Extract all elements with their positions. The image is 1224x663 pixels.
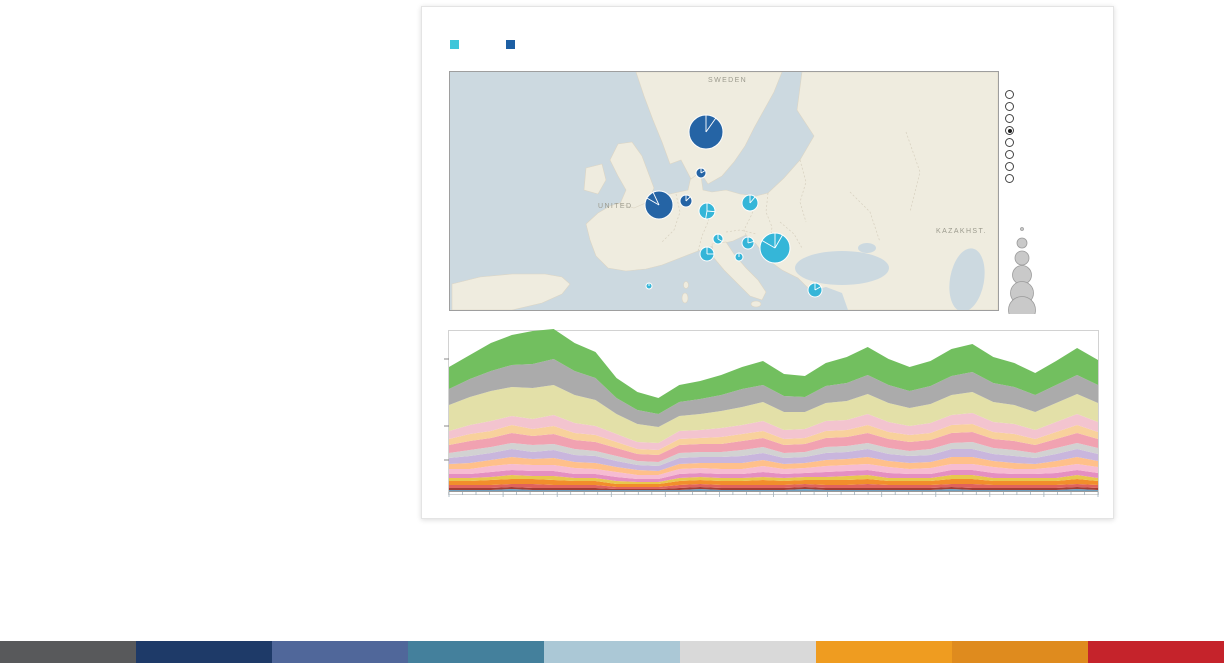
area-series-lavender	[449, 449, 1098, 471]
dashboard-card: SWEDEN UNITED KAZAKHST.	[421, 6, 1114, 519]
black-sea	[795, 251, 889, 285]
area-series-blush	[449, 413, 1098, 450]
palette-segment	[136, 641, 272, 663]
land-corsica	[683, 281, 689, 289]
land-britain	[609, 141, 655, 209]
radio-option-3[interactable]	[1005, 126, 1014, 135]
map-bubble-denmark[interactable]	[695, 167, 707, 179]
area-series-silver	[449, 442, 1098, 466]
map-bubble-romania[interactable]	[759, 232, 791, 264]
map-bubble-benelux[interactable]	[644, 190, 674, 220]
palette-segment	[1088, 641, 1224, 663]
land-sardinia	[681, 292, 689, 304]
size-legend	[998, 225, 1048, 314]
map-bubble-germany[interactable]	[698, 202, 716, 220]
size-legend-circle	[1016, 237, 1028, 249]
size-legend-circle	[1014, 250, 1030, 266]
area-series-orange	[449, 479, 1098, 487]
filter-radio-group	[1005, 90, 1014, 183]
map-labels: SWEDEN UNITED KAZAKHST.	[598, 77, 987, 235]
size-legend-circle	[1020, 227, 1024, 231]
map-seas	[782, 243, 985, 310]
legend-swatch-dark[interactable]	[506, 40, 515, 49]
size-legend-circle	[1008, 296, 1036, 314]
europe-bubble-map[interactable]: SWEDEN UNITED KAZAKHST.	[449, 71, 999, 311]
radio-option-6[interactable]	[1005, 162, 1014, 171]
map-bubble-norway[interactable]	[688, 114, 724, 150]
stacked-area-chart[interactable]	[444, 329, 1099, 497]
area-series-rose	[449, 432, 1098, 462]
radio-option-5[interactable]	[1005, 150, 1014, 159]
map-label: KAZAKHST.	[936, 228, 987, 235]
palette-segment	[816, 641, 952, 663]
area-series-light-pink	[449, 464, 1098, 479]
map-label: SWEDEN	[708, 77, 747, 84]
palette-segment	[952, 641, 1088, 663]
land-ireland	[583, 163, 607, 195]
palette-segment	[408, 641, 544, 663]
bubble-layer	[644, 114, 823, 298]
radio-option-1[interactable]	[1005, 102, 1014, 111]
area-series-khaki	[449, 385, 1098, 443]
land-sicily	[750, 300, 762, 308]
area-series-gray	[449, 359, 1098, 427]
caspian-sea	[949, 248, 985, 310]
map-bubble-poland[interactable]	[741, 194, 759, 212]
radio-option-7[interactable]	[1005, 174, 1014, 183]
area-series-vermilion	[449, 484, 1098, 489]
land-italy	[711, 241, 767, 301]
area-series-apricot	[449, 424, 1098, 455]
map-bubble-hungary[interactable]	[741, 236, 755, 250]
map-bubble-croatia[interactable]	[734, 252, 744, 262]
footer-color-strip	[0, 641, 1224, 663]
area-series-peach	[449, 457, 1098, 475]
legend-swatch-light[interactable]	[450, 40, 459, 49]
map-bubble-bulgaria[interactable]	[807, 282, 823, 298]
radio-option-2[interactable]	[1005, 114, 1014, 123]
map-bubble-nw-germany[interactable]	[679, 194, 693, 208]
palette-segment	[0, 641, 136, 663]
area-series-green	[449, 329, 1098, 414]
palette-segment	[680, 641, 816, 663]
map-bubble-ne-spain[interactable]	[645, 282, 653, 290]
aegean-sea	[782, 287, 848, 310]
map-bubble-switzerland[interactable]	[699, 246, 715, 262]
land-iberia	[451, 273, 571, 310]
palette-segment	[272, 641, 408, 663]
palette-segment	[544, 641, 680, 663]
sea-of-azov	[858, 243, 876, 253]
map-label: UNITED	[598, 203, 632, 210]
radio-option-4[interactable]	[1005, 138, 1014, 147]
map-bubble-czechia[interactable]	[712, 233, 724, 245]
radio-option-0[interactable]	[1005, 90, 1014, 99]
